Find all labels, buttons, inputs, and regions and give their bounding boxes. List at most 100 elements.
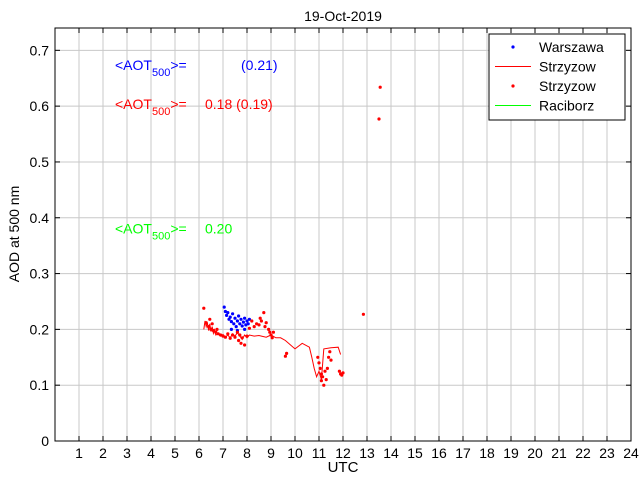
aot-suffix: >=: [170, 57, 186, 73]
warszawa-data-point: [240, 324, 244, 328]
strzyzow-data-point: [361, 312, 365, 316]
strzyzow-data-point: [221, 334, 225, 338]
y-tick-label: 0.3: [30, 266, 50, 282]
warszawa-data-point: [243, 327, 247, 331]
strzyzow-data-point: [247, 326, 251, 330]
strzyzow-data-point: [204, 321, 208, 325]
strzyzow-data-point: [378, 85, 382, 89]
annotations: <AOT500>= (0.21)<AOT500>= 0.18 (0.19)<AOT5…: [115, 57, 278, 243]
y-tick-label: 0.1: [30, 377, 50, 393]
strzyzow-data-point: [267, 327, 271, 331]
strzyzow-data-point: [208, 317, 212, 321]
strzyzow-data-point: [233, 335, 237, 339]
warszawa-data-point: [245, 319, 249, 323]
strzyzow-data-point: [258, 316, 262, 320]
strzyzow-data-point: [223, 335, 227, 339]
warszawa-data-point: [231, 312, 235, 316]
x-tick-label: 4: [147, 445, 155, 461]
strzyzow-data-point: [252, 325, 256, 329]
warszawa-data-point: [232, 322, 236, 326]
strzyzow-data-point: [216, 332, 220, 336]
strzyzow-data-point: [322, 383, 326, 387]
x-tick-label: 11: [312, 445, 327, 461]
strzyzow-data-point: [214, 330, 218, 334]
strzyzow-data-point: [207, 325, 211, 329]
y-tick-label: 0.6: [30, 98, 50, 114]
warszawa-data-point: [229, 327, 233, 331]
strzyzow-data-point: [337, 369, 341, 373]
strzyzow-data-point: [329, 358, 333, 362]
y-tick-label: 0.7: [30, 42, 50, 58]
strzyzow-data-point: [262, 311, 266, 315]
aot-prefix: <AOT: [115, 96, 152, 112]
warszawa-data-point: [222, 305, 226, 309]
aot-annotation-text: <AOT500>=: [115, 57, 187, 79]
aot-subscript: 500: [152, 106, 170, 118]
strzyzow-data-point: [328, 350, 332, 354]
x-tick-label: 23: [599, 445, 615, 461]
aot-value: (0.21): [241, 57, 278, 73]
aot-annotation: <AOT500>= 0.18 (0.19): [115, 96, 273, 118]
strzyzow-data-point: [377, 117, 381, 121]
strzyzow-data-point: [319, 372, 323, 376]
strzyzow-data-point: [317, 361, 321, 365]
x-tick-label: 5: [171, 445, 179, 461]
x-tick-label: 3: [123, 445, 131, 461]
x-tick-label: 16: [431, 445, 447, 461]
strzyzow-data-point: [325, 366, 329, 370]
strzyzow-data-point: [219, 333, 223, 337]
x-tick-label: 14: [383, 445, 399, 461]
x-tick-label: 10: [287, 445, 303, 461]
warszawa-data-point: [243, 316, 247, 320]
x-axis-label: UTC: [328, 459, 359, 476]
warszawa-data-point: [238, 322, 242, 326]
x-tick-label: 13: [359, 445, 375, 461]
legend-label-strzyzow: Strzyzow: [539, 59, 597, 75]
strzyzow-data-point: [263, 325, 267, 329]
aot-subscript: 500: [152, 230, 170, 242]
x-tick-label: 17: [455, 445, 471, 461]
strzyzow-data-point: [269, 333, 273, 337]
y-tick-label: 0.5: [30, 154, 50, 170]
strzyzow-series-line: [203, 320, 342, 380]
strzyzow-data-point: [327, 355, 331, 359]
strzyzow-data-point: [259, 319, 263, 323]
strzyzow-data-point: [245, 334, 249, 338]
x-tick-label: 12: [335, 445, 351, 461]
strzyzow-data-point: [270, 336, 274, 340]
x-tick-label: 9: [267, 445, 275, 461]
legend-marker-strzyzow: [511, 84, 515, 88]
x-tick-label: 21: [551, 445, 567, 461]
x-tick-label: 19: [503, 445, 519, 461]
legend: Warszawa Strzyzow Strzyzow Raciborz: [488, 33, 626, 121]
x-tick-label: 15: [407, 445, 423, 461]
aot-prefix: <AOT: [115, 57, 152, 73]
x-tick-label: 24: [623, 445, 639, 461]
warszawa-data-point: [246, 322, 250, 326]
aot-annotation-text: <AOT500>=: [115, 220, 187, 242]
strzyzow-data-point: [238, 333, 242, 337]
legend-label-warszawa: Warszawa: [539, 39, 604, 55]
aot-annotation-text: <AOT500>=: [115, 96, 187, 118]
strzyzow-data-point: [341, 371, 345, 375]
aot-suffix: >=: [170, 96, 186, 112]
strzyzow-data-point: [235, 330, 239, 334]
strzyzow-data-point: [316, 355, 320, 359]
strzyzow-data-point: [323, 369, 327, 373]
aot-value: 0.18 (0.19): [205, 96, 273, 112]
aot-prefix: <AOT: [115, 220, 152, 236]
x-tick-label: 7: [219, 445, 227, 461]
strzyzow-data-point: [243, 343, 247, 347]
warszawa-data-point: [226, 311, 230, 315]
axis-ticks: 1 2 3 4 5 6 7 8 9 10 11 12 13 14 15 16 17 18 19 20 21 22 23 240…: [30, 28, 639, 461]
strzyzow-data-point: [255, 322, 259, 326]
warszawa-data-point: [241, 320, 245, 324]
warszawa-data-point: [225, 313, 229, 317]
strzyzow-data-point: [321, 375, 325, 379]
strzyzow-data-point: [283, 354, 287, 358]
strzyzow-data-point: [228, 336, 232, 340]
series-layer: [202, 85, 382, 387]
strzyzow-data-point: [202, 306, 206, 310]
aot-subscript: 500: [152, 67, 170, 79]
